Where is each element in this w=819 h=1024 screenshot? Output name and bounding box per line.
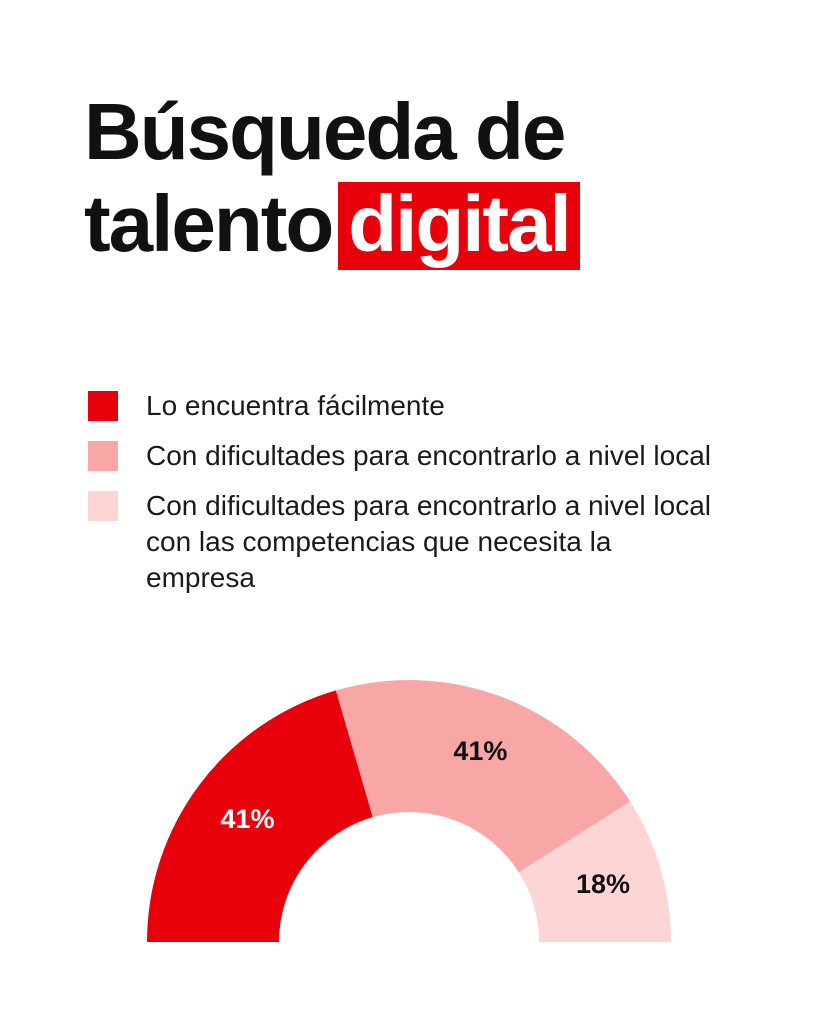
title-line-1: Búsqueda de bbox=[84, 87, 566, 176]
legend-swatch-local bbox=[88, 441, 118, 471]
page-title: Búsqueda de talento digital bbox=[84, 86, 580, 270]
legend-label-local: Con dificultades para encontrarlo a nive… bbox=[146, 440, 711, 471]
title-line-2: talento digital bbox=[84, 178, 580, 270]
chart-label-easy: 41% bbox=[220, 804, 274, 834]
chart-label-competencies: 18% bbox=[576, 869, 630, 899]
title-highlight-word: digital bbox=[338, 182, 580, 270]
chart-legend: Lo encuentra fácilmente Con dificultades… bbox=[88, 388, 728, 610]
chart-label-local: 41% bbox=[453, 736, 507, 766]
title-plain-word: talento bbox=[84, 179, 334, 268]
legend-swatch-easy bbox=[88, 391, 118, 421]
legend-label-competencies: Con dificultades para encontrarlo a nive… bbox=[146, 490, 711, 593]
chart-slice-local bbox=[335, 680, 631, 873]
legend-item-competencies: Con dificultades para encontrarlo a nive… bbox=[88, 488, 728, 596]
legend-item-easy: Lo encuentra fácilmente bbox=[88, 388, 728, 424]
chart-slice-competencies bbox=[518, 801, 671, 942]
legend-swatch-competencies bbox=[88, 491, 118, 521]
chart-slice-easy bbox=[147, 690, 373, 942]
legend-item-local: Con dificultades para encontrarlo a nive… bbox=[88, 438, 728, 474]
legend-label-easy: Lo encuentra fácilmente bbox=[146, 390, 445, 421]
